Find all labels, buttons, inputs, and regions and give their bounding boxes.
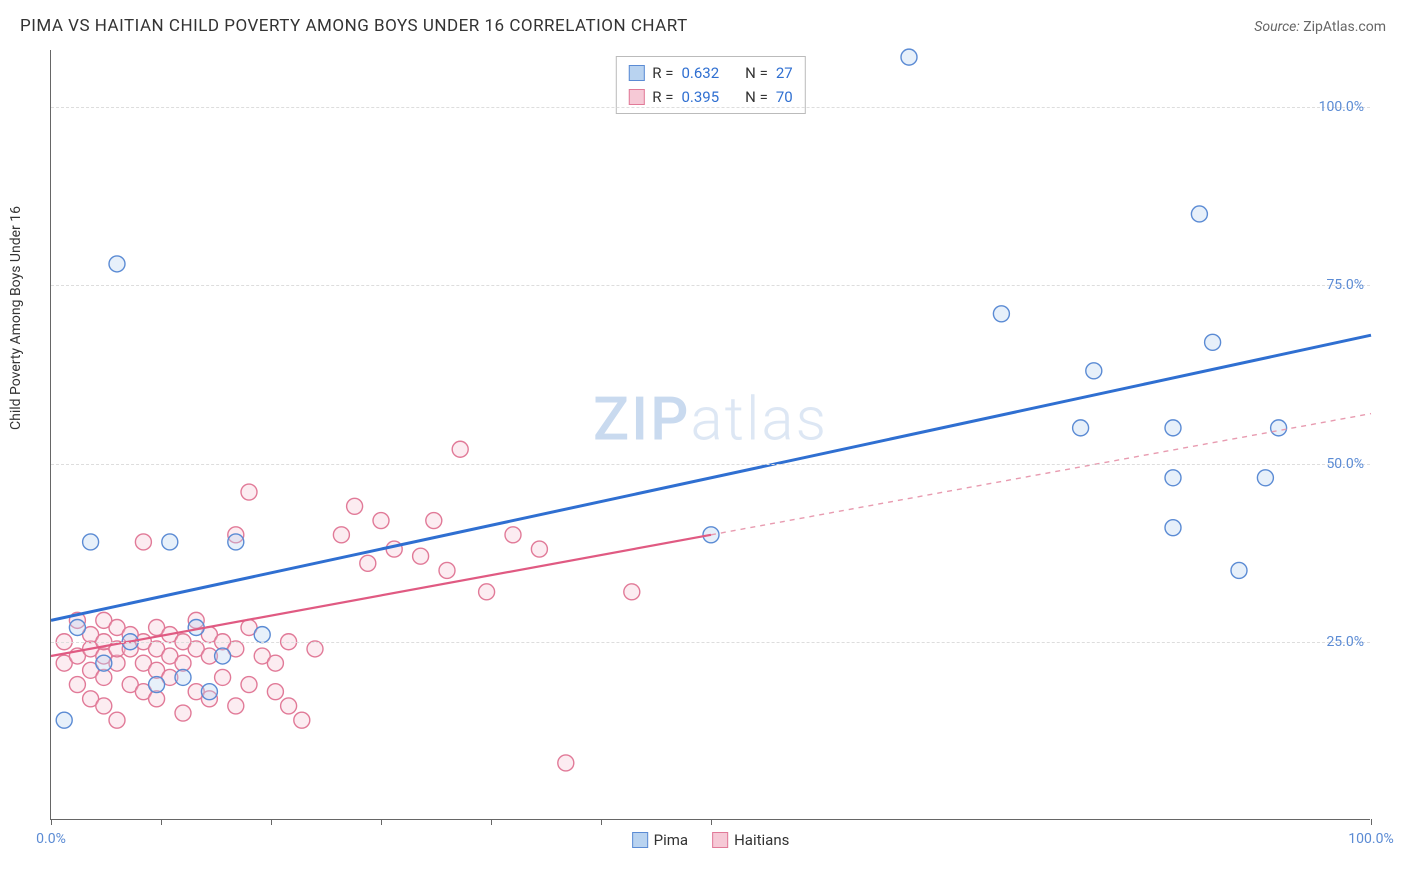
data-point (294, 712, 310, 728)
plot-area: ZIPatlas R =0.632N =27R =0.395N =70 Pima… (50, 50, 1370, 820)
data-point (505, 527, 521, 543)
x-tick-label: 100.0% (1348, 831, 1393, 847)
x-tick (711, 819, 712, 825)
data-point (267, 684, 283, 700)
x-tick (601, 819, 602, 825)
data-point (901, 49, 917, 65)
data-point (69, 620, 85, 636)
gridline (51, 285, 1370, 286)
y-tick-label: 25.0% (1326, 634, 1364, 650)
n-value: 70 (776, 85, 793, 109)
bottom-legend: Pima Haitians (632, 831, 790, 849)
stats-legend-box: R = 0.632 N = 27 R = 0.395 N = 70 (615, 56, 805, 114)
data-point (241, 484, 257, 500)
source-prefix: Source: (1254, 19, 1299, 35)
source-attribution: Source: ZipAtlas.com (1254, 19, 1386, 35)
data-point (386, 541, 402, 557)
data-point (439, 562, 455, 578)
data-point (333, 527, 349, 543)
chart-header: PIMA VS HAITIAN CHILD POVERTY AMONG BOYS… (20, 16, 1386, 36)
legend-swatch (628, 65, 644, 81)
x-tick (161, 819, 162, 825)
stats-row: R = 0.395 N = 70 (628, 85, 792, 109)
gridline (51, 464, 1370, 465)
data-point (254, 627, 270, 643)
data-point (1086, 363, 1102, 379)
stats-row: R = 0.632 N = 27 (628, 61, 792, 85)
data-point (56, 712, 72, 728)
chart-title: PIMA VS HAITIAN CHILD POVERTY AMONG BOYS… (20, 16, 688, 36)
data-point (1271, 420, 1287, 436)
data-point (109, 712, 125, 728)
data-point (1165, 420, 1181, 436)
data-point (215, 648, 231, 664)
legend-item: Pima (632, 831, 688, 849)
data-point (83, 534, 99, 550)
x-tick (381, 819, 382, 825)
y-axis-label: Child Poverty Among Boys Under 16 (8, 206, 24, 430)
data-point (96, 698, 112, 714)
data-point (241, 677, 257, 693)
gridline (51, 107, 1370, 108)
y-tick-label: 100.0% (1319, 99, 1364, 115)
data-point (413, 548, 429, 564)
data-point (452, 441, 468, 457)
data-point (558, 755, 574, 771)
n-label: N = (745, 85, 768, 109)
chart-svg (51, 50, 1370, 819)
source-name: ZipAtlas.com (1303, 19, 1386, 35)
data-point (1257, 470, 1273, 486)
data-point (1165, 470, 1181, 486)
data-point (1191, 206, 1207, 222)
data-point (373, 513, 389, 529)
data-point (426, 513, 442, 529)
data-point (175, 705, 191, 721)
n-label: N = (745, 61, 768, 85)
data-point (162, 534, 178, 550)
legend-label: Haitians (734, 831, 789, 849)
r-value: 0.395 (681, 85, 719, 109)
data-point (69, 677, 85, 693)
data-point (96, 655, 112, 671)
data-point (228, 698, 244, 714)
y-tick-label: 75.0% (1326, 277, 1364, 293)
x-tick (491, 819, 492, 825)
data-point (307, 641, 323, 657)
data-point (531, 541, 547, 557)
data-point (175, 669, 191, 685)
data-point (1073, 420, 1089, 436)
gridline (51, 642, 1370, 643)
r-label: R = (652, 85, 673, 109)
r-label: R = (652, 61, 673, 85)
trend-line (51, 535, 711, 656)
data-point (1165, 520, 1181, 536)
data-point (624, 584, 640, 600)
data-point (135, 534, 151, 550)
data-point (479, 584, 495, 600)
r-value: 0.632 (681, 61, 719, 85)
x-tick (1371, 819, 1372, 825)
data-point (149, 677, 165, 693)
y-tick-label: 50.0% (1326, 456, 1364, 472)
x-tick-label: 0.0% (36, 831, 66, 847)
data-point (267, 655, 283, 671)
legend-swatch (632, 832, 648, 848)
data-point (201, 684, 217, 700)
data-point (215, 669, 231, 685)
legend-item: Haitians (712, 831, 789, 849)
data-point (360, 555, 376, 571)
data-point (1231, 562, 1247, 578)
x-tick (271, 819, 272, 825)
x-tick (51, 819, 52, 825)
data-point (228, 534, 244, 550)
data-point (993, 306, 1009, 322)
n-value: 27 (776, 61, 793, 85)
legend-swatch (628, 89, 644, 105)
data-point (109, 256, 125, 272)
data-point (347, 498, 363, 514)
legend-swatch (712, 832, 728, 848)
legend-label: Pima (654, 831, 688, 849)
data-point (281, 698, 297, 714)
data-point (1205, 334, 1221, 350)
